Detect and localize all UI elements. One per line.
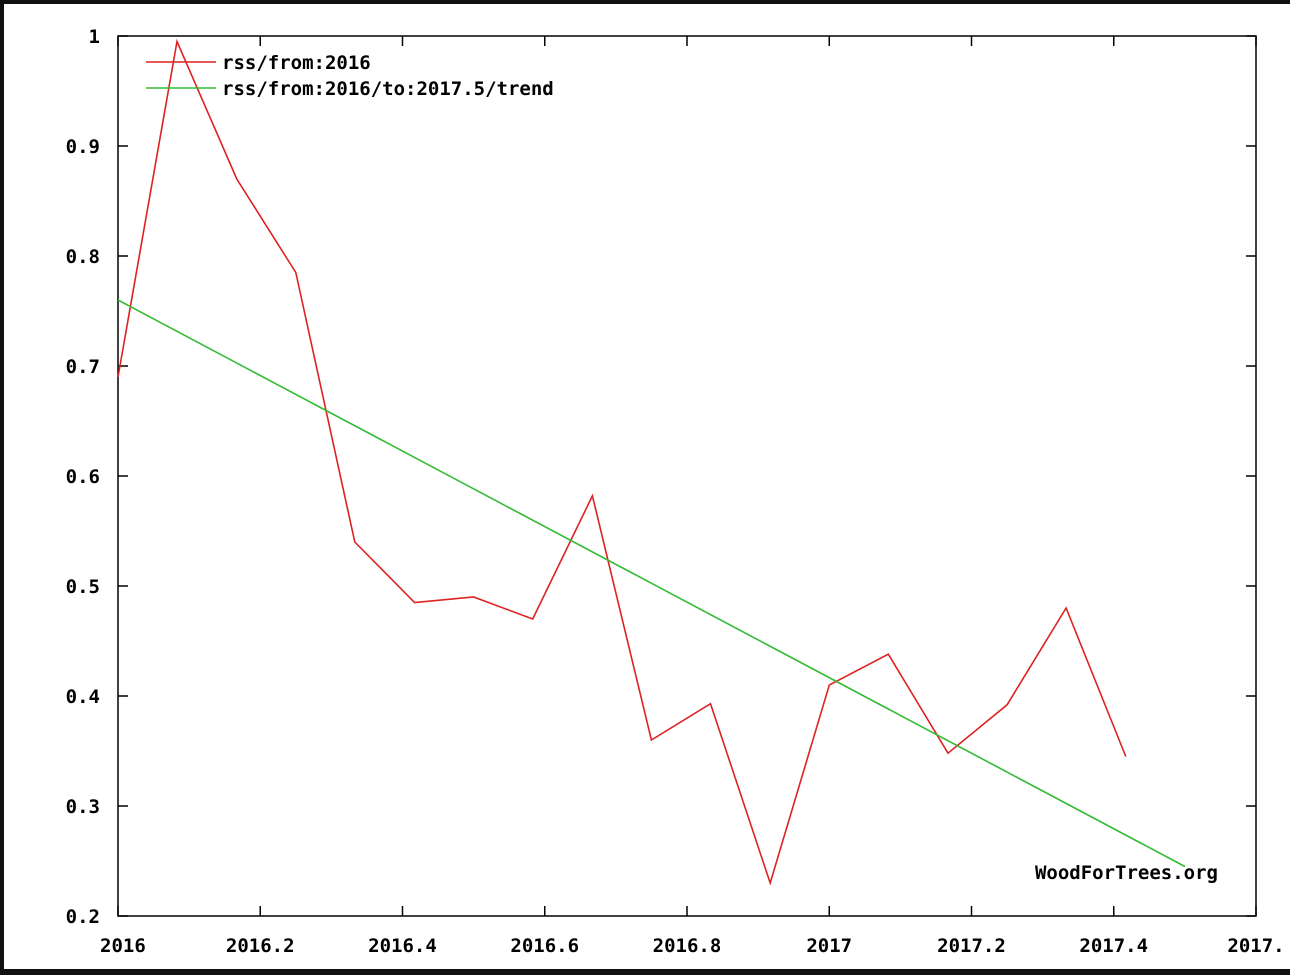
legend-label: rss/from:2016/to:2017.5/trend: [222, 78, 554, 100]
legend-label: rss/from:2016: [222, 52, 371, 74]
series-group: [117, 38, 1186, 886]
y-tick-label: 0.5: [66, 576, 100, 598]
watermark-text: WoodForTrees.org: [1035, 862, 1218, 884]
x-tick-label: 2016.6: [510, 935, 579, 957]
y-tick-label: 0.9: [66, 136, 100, 158]
legend: rss/from:2016 rss/from:2016/to:2017.5/tre…: [146, 52, 554, 100]
y-tick-label: 0.6: [66, 466, 100, 488]
x-tick-labels: 2016 2016.2 2016.4 2016.6 2016.8 2017 2017.2 20…: [100, 935, 1285, 957]
y-tick-label: 0.7: [66, 356, 100, 378]
x-tick-label: 2017: [806, 935, 852, 957]
x-tick-label: 2016.4: [368, 935, 437, 957]
y-tick-label: 0.4: [66, 686, 100, 708]
y-tick-label: 1: [89, 26, 100, 48]
x-tick-label: 2017.2: [937, 935, 1006, 957]
axis-ticks: [117, 35, 1257, 917]
x-tick-label: 2017.4: [1079, 935, 1148, 957]
y-tick-labels: 0.2 0.3 0.4 0.5 0.6 0.7 0.8 0.9 1: [66, 26, 100, 928]
x-tick-label: 2017.: [1227, 935, 1284, 957]
y-tick-label: 0.3: [66, 796, 100, 818]
series-line-rss: [117, 38, 1127, 886]
plot-area: [117, 35, 1257, 917]
x-tick-label: 2016: [100, 935, 146, 957]
y-tick-label: 0.8: [66, 246, 100, 268]
y-tick-label: 0.2: [66, 906, 100, 928]
x-tick-label: 2016.8: [653, 935, 722, 957]
x-tick-label: 2016.2: [226, 935, 295, 957]
line-chart: 2016 2016.2 2016.4 2016.6 2016.8 2017 2017.2 20…: [66, 26, 1285, 957]
series-line-trend: [117, 299, 1186, 868]
